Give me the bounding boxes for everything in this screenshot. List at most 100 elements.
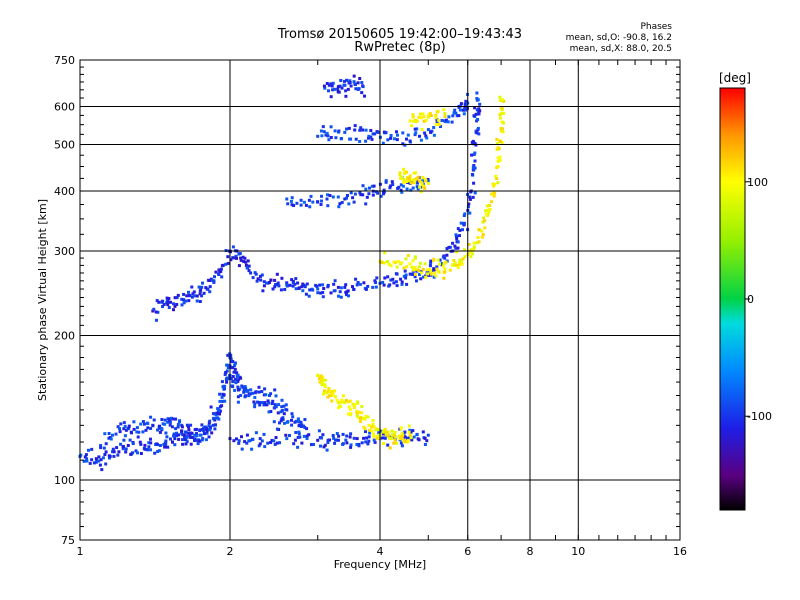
- data-point: [220, 275, 224, 279]
- data-point: [143, 443, 147, 447]
- data-point: [300, 285, 304, 289]
- data-point: [168, 423, 172, 427]
- data-point: [456, 246, 460, 250]
- data-point: [413, 265, 417, 269]
- data-point: [498, 155, 502, 159]
- data-point: [340, 201, 344, 204]
- data-point: [420, 183, 424, 187]
- data-point: [396, 260, 400, 263]
- data-point: [436, 269, 440, 273]
- x-tick-label: 16: [673, 545, 687, 558]
- data-point: [165, 296, 169, 300]
- data-point: [307, 198, 311, 202]
- data-point: [261, 289, 265, 293]
- data-point: [420, 127, 424, 131]
- phase-stats-heading: Phases: [640, 22, 672, 32]
- data-point: [297, 432, 301, 436]
- data-point: [311, 200, 315, 204]
- data-point: [372, 432, 375, 436]
- data-point: [399, 188, 403, 192]
- data-point: [170, 416, 173, 420]
- data-point: [229, 366, 233, 370]
- data-point: [364, 440, 368, 444]
- data-point: [452, 259, 456, 262]
- data-point: [442, 108, 446, 112]
- data-point: [158, 444, 162, 447]
- data-point: [200, 285, 204, 289]
- data-point: [429, 272, 433, 276]
- data-point: [383, 276, 387, 280]
- data-point: [406, 439, 410, 443]
- data-point: [500, 106, 504, 110]
- data-point: [406, 133, 410, 137]
- data-point: [400, 190, 404, 194]
- data-point: [369, 129, 373, 132]
- data-point: [405, 180, 408, 184]
- data-point: [180, 423, 184, 427]
- data-point: [262, 280, 266, 284]
- data-point: [352, 288, 356, 291]
- data-point: [455, 235, 458, 238]
- data-point: [355, 443, 359, 446]
- data-point: [300, 423, 304, 427]
- data-point: [144, 428, 148, 432]
- data-point: [291, 415, 295, 419]
- data-point: [360, 91, 364, 95]
- data-point: [389, 278, 393, 282]
- data-point: [333, 87, 337, 91]
- data-point: [279, 419, 283, 423]
- data-point: [428, 268, 432, 271]
- data-point: [290, 412, 294, 416]
- data-point: [233, 377, 237, 381]
- data-point: [454, 246, 458, 250]
- trace-3f-echo: [316, 92, 470, 147]
- data-point: [185, 294, 189, 298]
- data-point: [195, 299, 199, 303]
- data-point: [258, 401, 262, 405]
- data-point: [206, 287, 210, 291]
- data-point: [212, 279, 216, 283]
- data-point: [218, 269, 222, 273]
- data-point: [381, 141, 385, 145]
- data-point: [333, 129, 337, 133]
- data-point: [290, 196, 294, 200]
- grid: [80, 60, 680, 540]
- data-point: [358, 191, 362, 195]
- data-point: [475, 91, 479, 95]
- data-point: [172, 432, 176, 436]
- data-point: [172, 308, 175, 312]
- data-point: [326, 193, 329, 197]
- phase-stats: Phases mean, sd,O: -90.8, 16.2 mean, sd,…: [532, 22, 672, 55]
- data-point: [447, 115, 451, 119]
- data-point: [361, 85, 365, 89]
- data-point: [476, 98, 480, 102]
- data-point: [258, 437, 262, 441]
- data-point: [207, 421, 211, 425]
- data-point: [244, 260, 248, 264]
- data-point: [468, 211, 472, 215]
- data-point: [336, 195, 340, 199]
- data-point: [477, 240, 481, 244]
- data-point: [269, 278, 273, 282]
- data-point: [157, 449, 161, 453]
- data-point: [205, 431, 209, 435]
- data-point: [246, 259, 250, 263]
- data-point: [331, 81, 335, 85]
- data-point: [212, 280, 216, 284]
- data-point: [184, 442, 188, 446]
- data-point: [285, 437, 289, 441]
- data-point: [279, 288, 283, 292]
- data-point: [118, 427, 121, 431]
- data-point: [147, 441, 151, 445]
- data-point: [435, 265, 439, 269]
- data-point: [335, 432, 339, 435]
- data-point: [429, 261, 433, 265]
- colorbar-tick-label: -100: [747, 410, 772, 423]
- data-point: [83, 455, 87, 459]
- data-point: [367, 192, 371, 196]
- data-point: [229, 357, 233, 361]
- data-point: [389, 264, 393, 268]
- data-point: [314, 283, 318, 287]
- data-point: [217, 272, 220, 276]
- data-point: [380, 261, 384, 264]
